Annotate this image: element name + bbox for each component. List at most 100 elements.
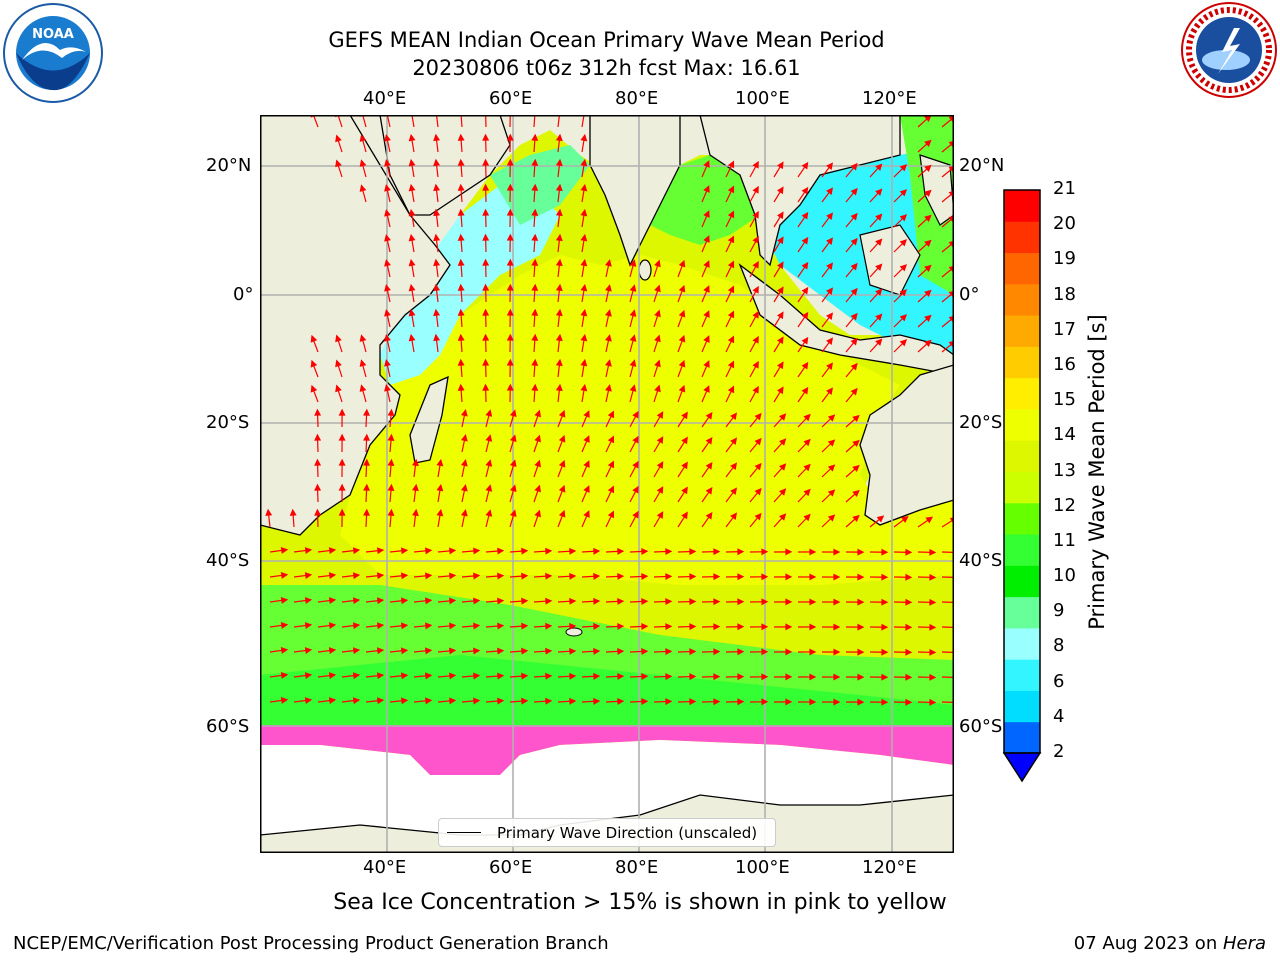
wave-arrow-head: [482, 233, 490, 241]
wave-arrow-head: [363, 458, 371, 466]
wave-arrow-head: [509, 409, 517, 418]
wave-arrow-head: [531, 133, 539, 141]
wave-arrow-head: [737, 598, 745, 606]
wave-arrow-head: [665, 673, 673, 681]
wave-arrow-head: [607, 510, 615, 519]
wave-arrow-head: [924, 289, 932, 297]
wave-arrow-head: [641, 548, 649, 555]
wave-arrow-head: [506, 283, 514, 291]
wave-arrow-head: [593, 547, 601, 555]
wave-arrow-head: [485, 434, 493, 442]
wave-arrow-head: [555, 333, 563, 342]
wave-arrow-head: [449, 622, 457, 630]
wave-arrow-head: [809, 573, 817, 581]
wave-arrow-head: [899, 214, 908, 222]
wave-arrow-head: [545, 547, 553, 555]
wave-arrow-head: [678, 384, 686, 393]
wave-arrow-head: [482, 308, 490, 316]
wave-arrow-head: [412, 508, 419, 517]
wave-arrow-head: [752, 160, 759, 169]
wave-arrow-head: [703, 210, 710, 218]
wave-arrow-head: [482, 283, 490, 291]
wave-arrow-head: [436, 458, 444, 467]
wave-arrow-head: [506, 158, 514, 166]
wave-arrow-head: [827, 414, 836, 422]
wave-arrow-head: [850, 162, 858, 171]
wave-arrow-head: [384, 284, 391, 292]
wave-arrow-head: [363, 408, 371, 416]
wave-arrow-head: [689, 573, 697, 581]
wave-arrow-head: [785, 623, 793, 631]
wave-arrow-head: [335, 159, 342, 168]
wave-arrow-head: [881, 598, 889, 606]
wave-arrow-head: [558, 459, 566, 468]
wave-arrow-head: [583, 410, 590, 418]
wave-arrow-head: [569, 572, 577, 580]
wave-arrow-head: [925, 516, 934, 524]
wave-arrow-head: [689, 623, 697, 631]
wave-arrow-head: [833, 573, 841, 581]
wave-arrow-head: [558, 434, 566, 443]
wave-arrow-head: [689, 698, 697, 706]
wave-arrow-head: [678, 359, 686, 368]
wave-arrow-head: [761, 648, 769, 656]
wave-arrow-head: [376, 572, 385, 580]
wave-arrow-head: [506, 233, 514, 241]
wave-arrow-head: [776, 186, 784, 195]
wave-arrow-head: [384, 234, 391, 242]
wave-arrow-head: [555, 183, 563, 192]
colorbar-tick: 15: [1053, 389, 1076, 411]
wave-arrow-head: [506, 208, 514, 216]
wave-arrow-head: [328, 572, 337, 580]
arabian-sea-low-period: [380, 175, 560, 385]
wave-arrow-head: [425, 572, 433, 580]
wave-arrow-head: [569, 622, 577, 630]
wave-arrow-head: [376, 672, 385, 680]
x-tick-bottom-80e: 80°E: [615, 857, 659, 878]
wave-arrow-head: [665, 623, 673, 631]
wave-arrow-head: [497, 622, 505, 630]
wave-arrow-head: [605, 284, 612, 292]
wave-arrow-head: [583, 460, 590, 468]
wave-arrow-head: [387, 483, 395, 491]
wave-arrow-head: [555, 158, 563, 167]
wave-arrow-head: [425, 547, 433, 555]
wave-arrow-head: [833, 648, 841, 656]
wave-arrow-head: [352, 697, 361, 705]
wave-arrow-head: [425, 672, 433, 680]
wave-arrow-head: [328, 672, 337, 680]
wave-arrow-head: [703, 335, 710, 343]
colorbar-segment: [1004, 690, 1040, 723]
wave-arrow-head: [531, 233, 539, 241]
wave-arrow-head: [801, 311, 809, 320]
wave-arrow-head: [776, 161, 784, 170]
wave-arrow-head: [665, 598, 673, 606]
wave-arrow-head: [605, 384, 612, 392]
wave-arrow-head: [665, 698, 673, 706]
wave-arrow-head: [408, 183, 416, 192]
wave-arrow-head: [460, 459, 468, 467]
wave-arrow-head: [833, 698, 841, 706]
colorbar-segment: [1004, 721, 1040, 754]
wave-arrow-head: [924, 189, 932, 197]
wave-arrow-head: [593, 697, 601, 705]
wave-arrow-head: [678, 284, 686, 293]
wave-arrow-head: [761, 673, 769, 681]
wave-arrow-head: [506, 133, 514, 141]
wave-arrow-head: [314, 508, 322, 516]
wave-arrow-head: [705, 461, 713, 470]
wave-arrow-head: [506, 383, 514, 391]
wave-arrow-head: [412, 483, 419, 492]
colorbar-label: Primary Wave Mean Period [s]: [1085, 314, 1109, 630]
wave-arrow-head: [433, 333, 441, 342]
wave-arrow-head: [605, 259, 612, 267]
colorbar-tick: 19: [1053, 248, 1076, 270]
wave-arrow-head: [803, 513, 811, 522]
colorbar-tick: 14: [1053, 424, 1076, 446]
wave-arrow-head: [629, 359, 637, 367]
wave-arrow-head: [730, 487, 738, 496]
wave-arrow-head: [778, 488, 787, 496]
map-panel: [260, 115, 954, 853]
wave-arrow-head: [482, 183, 490, 191]
wave-arrow-head: [482, 158, 490, 166]
